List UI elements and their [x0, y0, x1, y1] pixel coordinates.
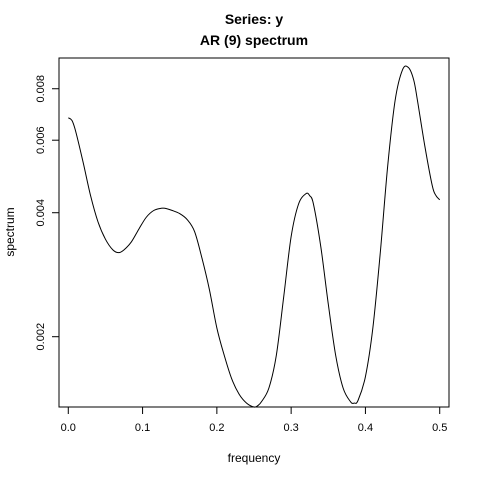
x-tick-label: 0.0: [61, 422, 76, 434]
chart-title: Series: y: [225, 11, 284, 27]
y-axis: 0.002 0.004 0.006 0.008: [35, 75, 60, 351]
x-tick-label: 0.1: [135, 422, 150, 434]
y-tick-label: 0.002: [35, 323, 47, 351]
y-tick-label: 0.004: [35, 199, 47, 227]
x-tick-label: 0.5: [432, 422, 447, 434]
x-tick-label: 0.4: [358, 422, 373, 434]
x-axis-label: frequency: [228, 451, 281, 465]
x-tick-label: 0.2: [209, 422, 224, 434]
y-axis-label: spectrum: [3, 207, 17, 256]
chart-subtitle: AR (9) spectrum: [200, 32, 308, 48]
x-axis: 0.0 0.1 0.2 0.3 0.4 0.5: [61, 406, 447, 434]
plot-frame: [58, 57, 450, 408]
spectrum-line: [67, 65, 441, 408]
y-tick-label: 0.008: [35, 75, 47, 103]
x-tick-label: 0.3: [283, 422, 298, 434]
y-tick-label: 0.006: [35, 126, 47, 154]
